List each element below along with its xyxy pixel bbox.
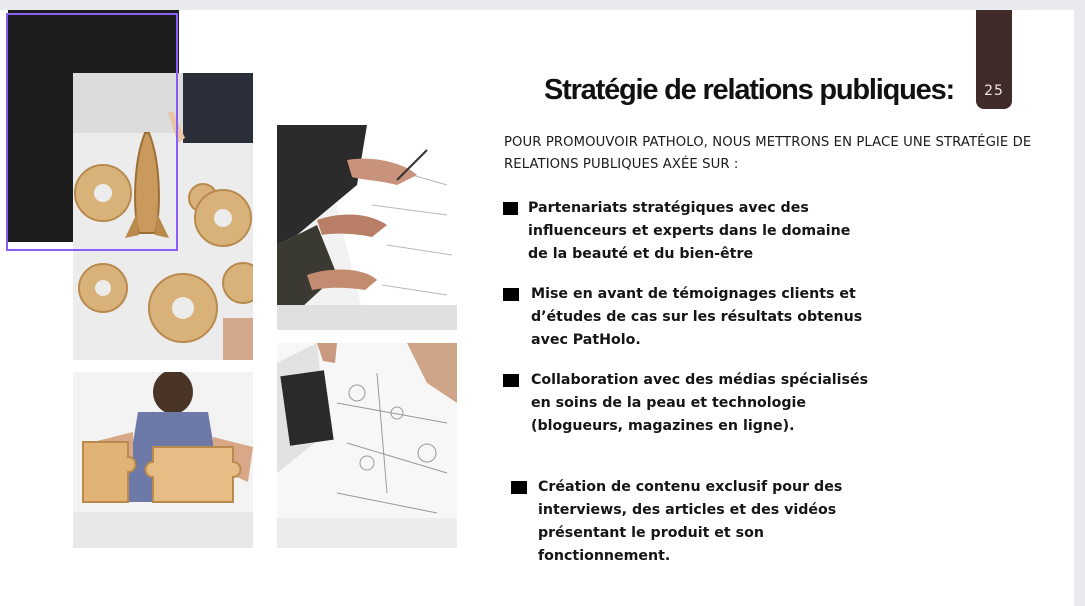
intro-text[interactable]: POUR PROMOUVOIR PATHOLO, NOUS METTRONS E…: [504, 135, 1032, 172]
slide-canvas: 25 Stratégie de relations publiques: POU…: [0, 10, 1074, 606]
hands-writing-documents-photo[interactable]: [277, 125, 457, 330]
bullet-text: Mise en avant de témoignages clients et …: [531, 286, 863, 348]
bullet-text: Collaboration avec des médias spécialisé…: [531, 372, 869, 434]
square-bullet-icon: [503, 374, 519, 387]
wooden-gears-rocket-photo[interactable]: [73, 73, 253, 360]
square-bullet-icon: [503, 202, 518, 215]
bullet-item[interactable]: Collaboration avec des médias spécialisé…: [503, 369, 873, 438]
technical-drawings-photo[interactable]: [277, 343, 457, 548]
slide-title[interactable]: Stratégie de relations publiques:: [544, 74, 955, 106]
bullet-item[interactable]: Mise en avant de témoignages clients et …: [503, 283, 873, 352]
bullet-text: Partenariats stratégiques avec des influ…: [528, 200, 851, 262]
page-number-tab: 25: [976, 10, 1012, 109]
bullet-text: Création de contenu exclusif pour des in…: [538, 479, 843, 564]
page-number: 25: [984, 83, 1004, 99]
square-bullet-icon: [511, 481, 527, 494]
bullet-item[interactable]: Création de contenu exclusif pour des in…: [511, 476, 891, 568]
woman-puzzle-pieces-photo[interactable]: [73, 372, 253, 548]
bullet-item[interactable]: Partenariats stratégiques avec des influ…: [503, 197, 873, 266]
square-bullet-icon: [503, 288, 519, 301]
